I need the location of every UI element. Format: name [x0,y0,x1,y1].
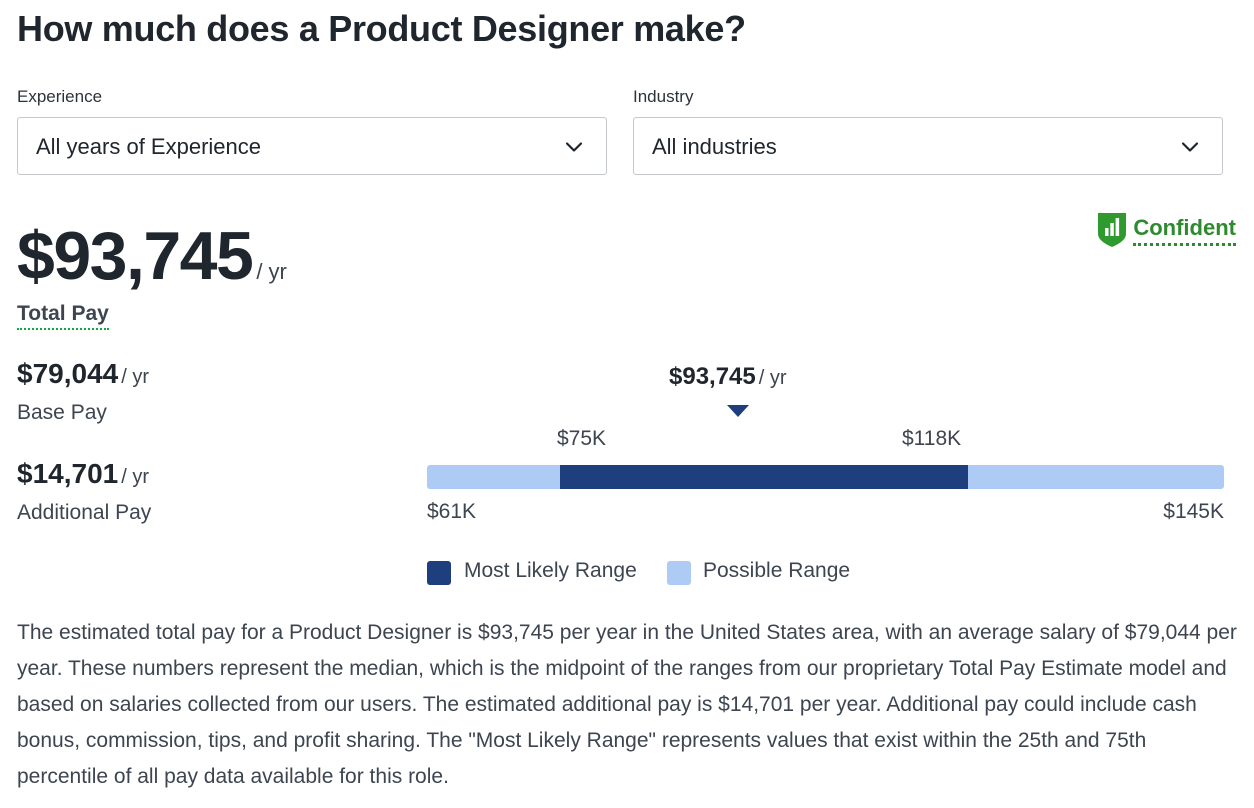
chevron-down-icon [1181,142,1199,152]
base-pay-label: Base Pay [17,401,107,424]
industry-filter-label: Industry [633,87,694,106]
experience-select[interactable]: All years of Experience [17,117,607,175]
likely-range-bar [559,465,968,489]
confidence-label: Confident [1133,214,1236,246]
median-pay-value: $93,745 [669,363,756,390]
median-pay-label: $93,745/ yr [669,363,787,391]
industry-select[interactable]: All industries [633,117,1223,175]
additional-pay-label: Additional Pay [17,501,152,524]
likely-range-legend: Most Likely Range [464,559,637,582]
additional-pay-amount: $14,701/ yr [17,458,149,490]
total-pay-amount: $93,745/ yr [17,216,287,312]
possible-range-swatch [667,561,691,585]
possible-range-legend: Possible Range [703,559,851,582]
base-pay-value: $79,044 [17,358,119,389]
possible-high-label: $145K [1163,500,1224,523]
median-marker [727,405,749,417]
industry-select-value: All industries [652,134,777,159]
likely-high-label: $118K [902,427,962,450]
additional-pay-value: $14,701 [17,458,119,489]
total-pay-unit: / yr [256,259,287,284]
additional-pay-unit: / yr [121,466,149,488]
page-title: How much does a Product Designer make? [17,8,746,49]
total-pay-label[interactable]: Total Pay [17,301,109,330]
experience-filter-label: Experience [17,87,103,106]
pay-description: The estimated total pay for a Product De… [17,621,1237,788]
base-pay-amount: $79,044/ yr [17,358,149,390]
total-pay-value: $93,745 [17,218,254,294]
likely-range-swatch [427,561,451,585]
possible-low-label: $61K [427,500,477,523]
possible-range-bar [427,465,1224,489]
likely-low-label: $75K [557,427,607,450]
median-pay-unit: / yr [758,367,787,389]
base-pay-unit: / yr [121,366,149,388]
experience-select-value: All years of Experience [36,134,261,159]
shield-bar-chart-icon [1098,213,1127,247]
confidence-badge[interactable]: Confident [1097,212,1236,248]
chevron-down-icon [565,142,583,152]
